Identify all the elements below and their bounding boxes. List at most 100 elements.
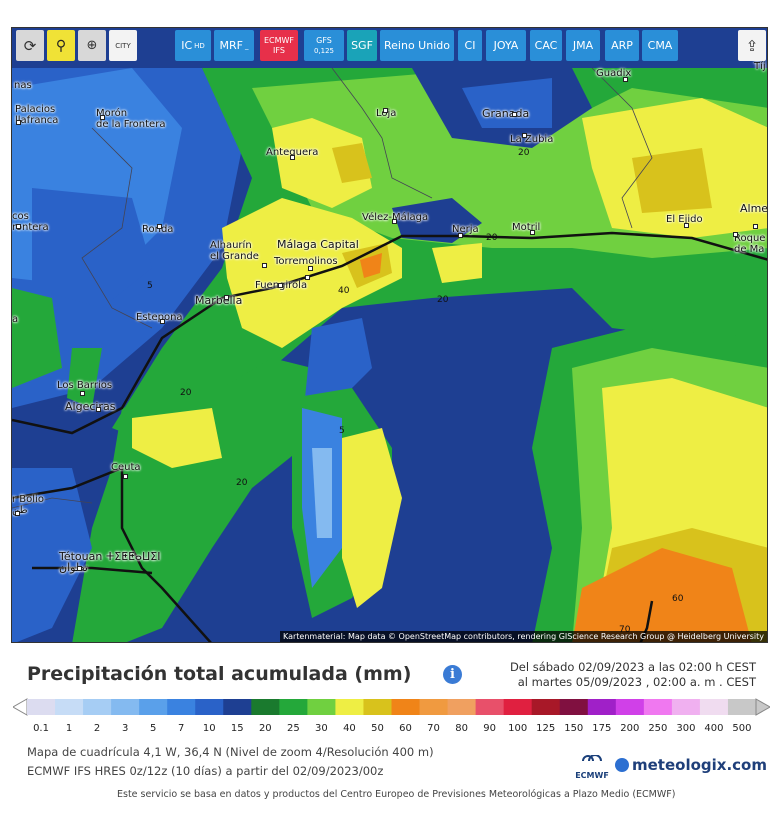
info-icon[interactable]: i [443,665,462,684]
scale-swatch [503,699,533,715]
scale-swatch [671,699,701,715]
scale-tick-label: 80 [455,723,468,734]
east-gold-zone [632,148,712,213]
contour-label: 20 [518,148,530,158]
meteologix-logo[interactable]: meteologix.com [615,756,767,774]
footer-note: Este servicio se basa en datos y product… [117,789,676,800]
model-button-0[interactable]: IC HD [175,30,211,61]
scale-tick-label: 40 [343,723,356,734]
precipitation-map[interactable]: nas Palacios llafranca Morón de la Fronter… [11,27,768,643]
model-button-label: CI [464,39,476,52]
contour-label: 20 [236,478,248,488]
scale-tick-label: 60 [399,723,412,734]
share-icon: ⇪ [745,36,759,55]
city-marker [458,233,463,238]
city-marker [157,224,162,229]
legend-title: Precipitación total acumulada (mm) [27,663,412,685]
scale-tick-label: 5 [149,723,157,734]
city-label: Torremolinos [274,256,338,267]
city-label: Granada [482,107,530,120]
city-marker [278,283,283,288]
tetouan-road [32,566,153,575]
refresh-button[interactable]: ⟳ [16,30,44,61]
city-marker [77,566,82,571]
map-canvas[interactable] [12,28,768,643]
model-button-label: CAC [534,39,558,52]
period-start: Del sábado 02/09/2023 a las 02:00 h CEST [509,660,756,674]
share-button[interactable]: ⇪ [738,30,766,61]
contour-label: 20 [437,295,449,305]
scale-swatch [307,699,336,715]
model-button-7[interactable]: JOYA [486,30,526,61]
scale-tick-label: 100 [508,723,528,734]
model-button-6[interactable]: CI [458,30,482,61]
city-label: a [12,314,19,325]
scale-swatch [727,699,757,715]
model-button-8[interactable]: CAC [530,30,562,61]
model-button-label: IC [181,39,193,52]
model-button-1[interactable]: MRF _ [214,30,254,61]
city-label: Los Barrios [57,380,113,391]
scale-swatch [559,699,589,715]
city-label: Palacios llafranca [15,104,59,126]
contour-label: 5 [147,281,153,291]
city-label: r Bolio طن [12,494,44,516]
city-label: cos rontera [12,211,49,233]
city-label: Algeciras [65,400,116,413]
central-pale-blue-zone [312,448,332,538]
meteologix-drop-icon [615,758,629,772]
border-morocco [12,497,93,509]
antequera-yellow-zone [272,118,372,208]
city-marker [16,224,21,229]
city-label: Marbella [195,294,243,307]
west-green-zone [12,288,62,388]
scale-swatch [363,699,392,715]
city-marker [262,263,267,268]
scale-tick-label: 70 [427,723,440,734]
city-toggle-button[interactable]: CITY [109,30,137,61]
model-button-label: GFS [316,35,332,45]
scale-tick-label: 15 [230,723,244,734]
scale-swatch [531,699,561,715]
zoom-button[interactable]: ⊕ [78,30,106,61]
model-button-9[interactable]: JMA [566,30,600,61]
contour-label: 40 [338,286,350,296]
model-button-4[interactable]: SGF [347,30,377,61]
scale-tick-label: 90 [483,723,496,734]
contour-label: 70 [619,625,631,635]
malaga-yellow-zone [222,198,402,348]
city-label: Vélez-Málaga [362,212,429,223]
scale-tick-label: 400 [704,723,724,734]
city-label: El Ejido [666,214,703,225]
scale-swatch [391,699,421,715]
model-button-10[interactable]: ARP [605,30,639,61]
model-description: ECMWF IFS HRES 0z/12z (10 días) a partir… [27,764,384,778]
model-button-label: ARP [611,39,633,52]
scale-tick-label: 175 [592,723,612,734]
contour-label: 60 [672,594,684,604]
model-button-11[interactable]: CMA [642,30,678,61]
model-button-2[interactable]: ECMWF IFS [260,30,298,61]
scale-swatch [279,699,308,715]
nerja-yellow-zone [432,243,482,283]
strait-yellow-zone [132,408,222,468]
coastal-highway [12,231,767,435]
contour-label: 5 [339,426,345,436]
scale-tick-label: 250 [648,723,668,734]
scale-swatch [447,699,477,715]
model-button-sublabel: _ [244,41,249,50]
location-button[interactable]: ⚲ [47,30,75,61]
model-button-label: JOYA [493,39,519,52]
city-marker [290,155,295,160]
model-button-3[interactable]: GFS 0,125 [304,30,344,61]
city-label: Alme [740,202,768,215]
city-marker [383,108,388,113]
scale-tick-label: 25 [286,723,300,734]
scale-tick-label: 3 [121,723,129,734]
city-label: Alhaurín el Grande [210,240,259,262]
city-label: Guadix [596,68,632,79]
model-button-5[interactable]: Reino Unido [380,30,454,61]
city-label: Estepona [136,312,183,323]
city-label: Málaga Capital [277,238,359,251]
ecmwf-label: ECMWF [575,771,609,780]
